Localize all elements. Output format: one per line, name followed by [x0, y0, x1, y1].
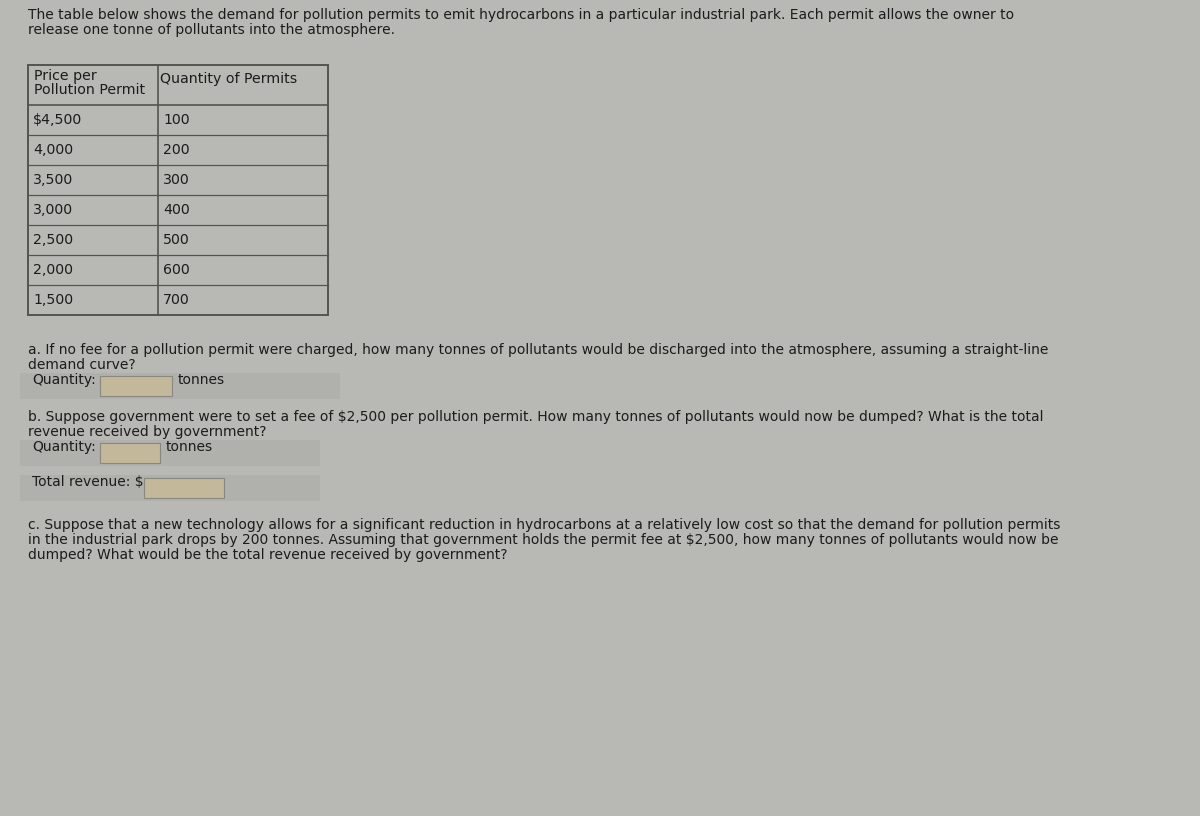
Text: 200: 200: [163, 143, 190, 157]
Text: 100: 100: [163, 113, 190, 127]
Text: revenue received by government?: revenue received by government?: [28, 425, 266, 439]
Text: Quantity of Permits: Quantity of Permits: [160, 72, 298, 86]
Text: 4,000: 4,000: [34, 143, 73, 157]
FancyBboxPatch shape: [20, 440, 320, 466]
Text: 300: 300: [163, 173, 190, 187]
Text: Quantity:: Quantity:: [32, 440, 96, 454]
Text: Pollution Permit: Pollution Permit: [34, 83, 145, 97]
FancyBboxPatch shape: [100, 443, 160, 463]
Text: 3,500: 3,500: [34, 173, 73, 187]
Text: release one tonne of pollutants into the atmosphere.: release one tonne of pollutants into the…: [28, 23, 395, 37]
Text: in the industrial park drops by 200 tonnes. Assuming that government holds the p: in the industrial park drops by 200 tonn…: [28, 533, 1058, 547]
Text: 2,500: 2,500: [34, 233, 73, 247]
Text: Quantity:: Quantity:: [32, 373, 96, 387]
Text: b. Suppose government were to set a fee of $2,500 per pollution permit. How many: b. Suppose government were to set a fee …: [28, 410, 1044, 424]
Text: 1,500: 1,500: [34, 293, 73, 307]
Text: 700: 700: [163, 293, 190, 307]
Text: The table below shows the demand for pollution permits to emit hydrocarbons in a: The table below shows the demand for pol…: [28, 8, 1014, 22]
FancyBboxPatch shape: [100, 376, 172, 396]
Text: a. If no fee for a pollution permit were charged, how many tonnes of pollutants : a. If no fee for a pollution permit were…: [28, 343, 1049, 357]
Text: tonnes: tonnes: [166, 440, 214, 454]
Text: $4,500: $4,500: [34, 113, 83, 127]
Text: 3,000: 3,000: [34, 203, 73, 217]
Text: 2,000: 2,000: [34, 263, 73, 277]
Text: 500: 500: [163, 233, 190, 247]
Text: tonnes: tonnes: [178, 373, 226, 387]
Text: 600: 600: [163, 263, 190, 277]
Text: c. Suppose that a new technology allows for a significant reduction in hydrocarb: c. Suppose that a new technology allows …: [28, 518, 1061, 532]
Text: dumped? What would be the total revenue received by government?: dumped? What would be the total revenue …: [28, 548, 508, 562]
Text: Total revenue: $: Total revenue: $: [32, 475, 144, 489]
Text: Price per: Price per: [34, 69, 97, 83]
FancyBboxPatch shape: [20, 475, 320, 501]
FancyBboxPatch shape: [144, 478, 224, 498]
Text: 400: 400: [163, 203, 190, 217]
FancyBboxPatch shape: [20, 373, 340, 399]
Text: demand curve?: demand curve?: [28, 358, 136, 372]
